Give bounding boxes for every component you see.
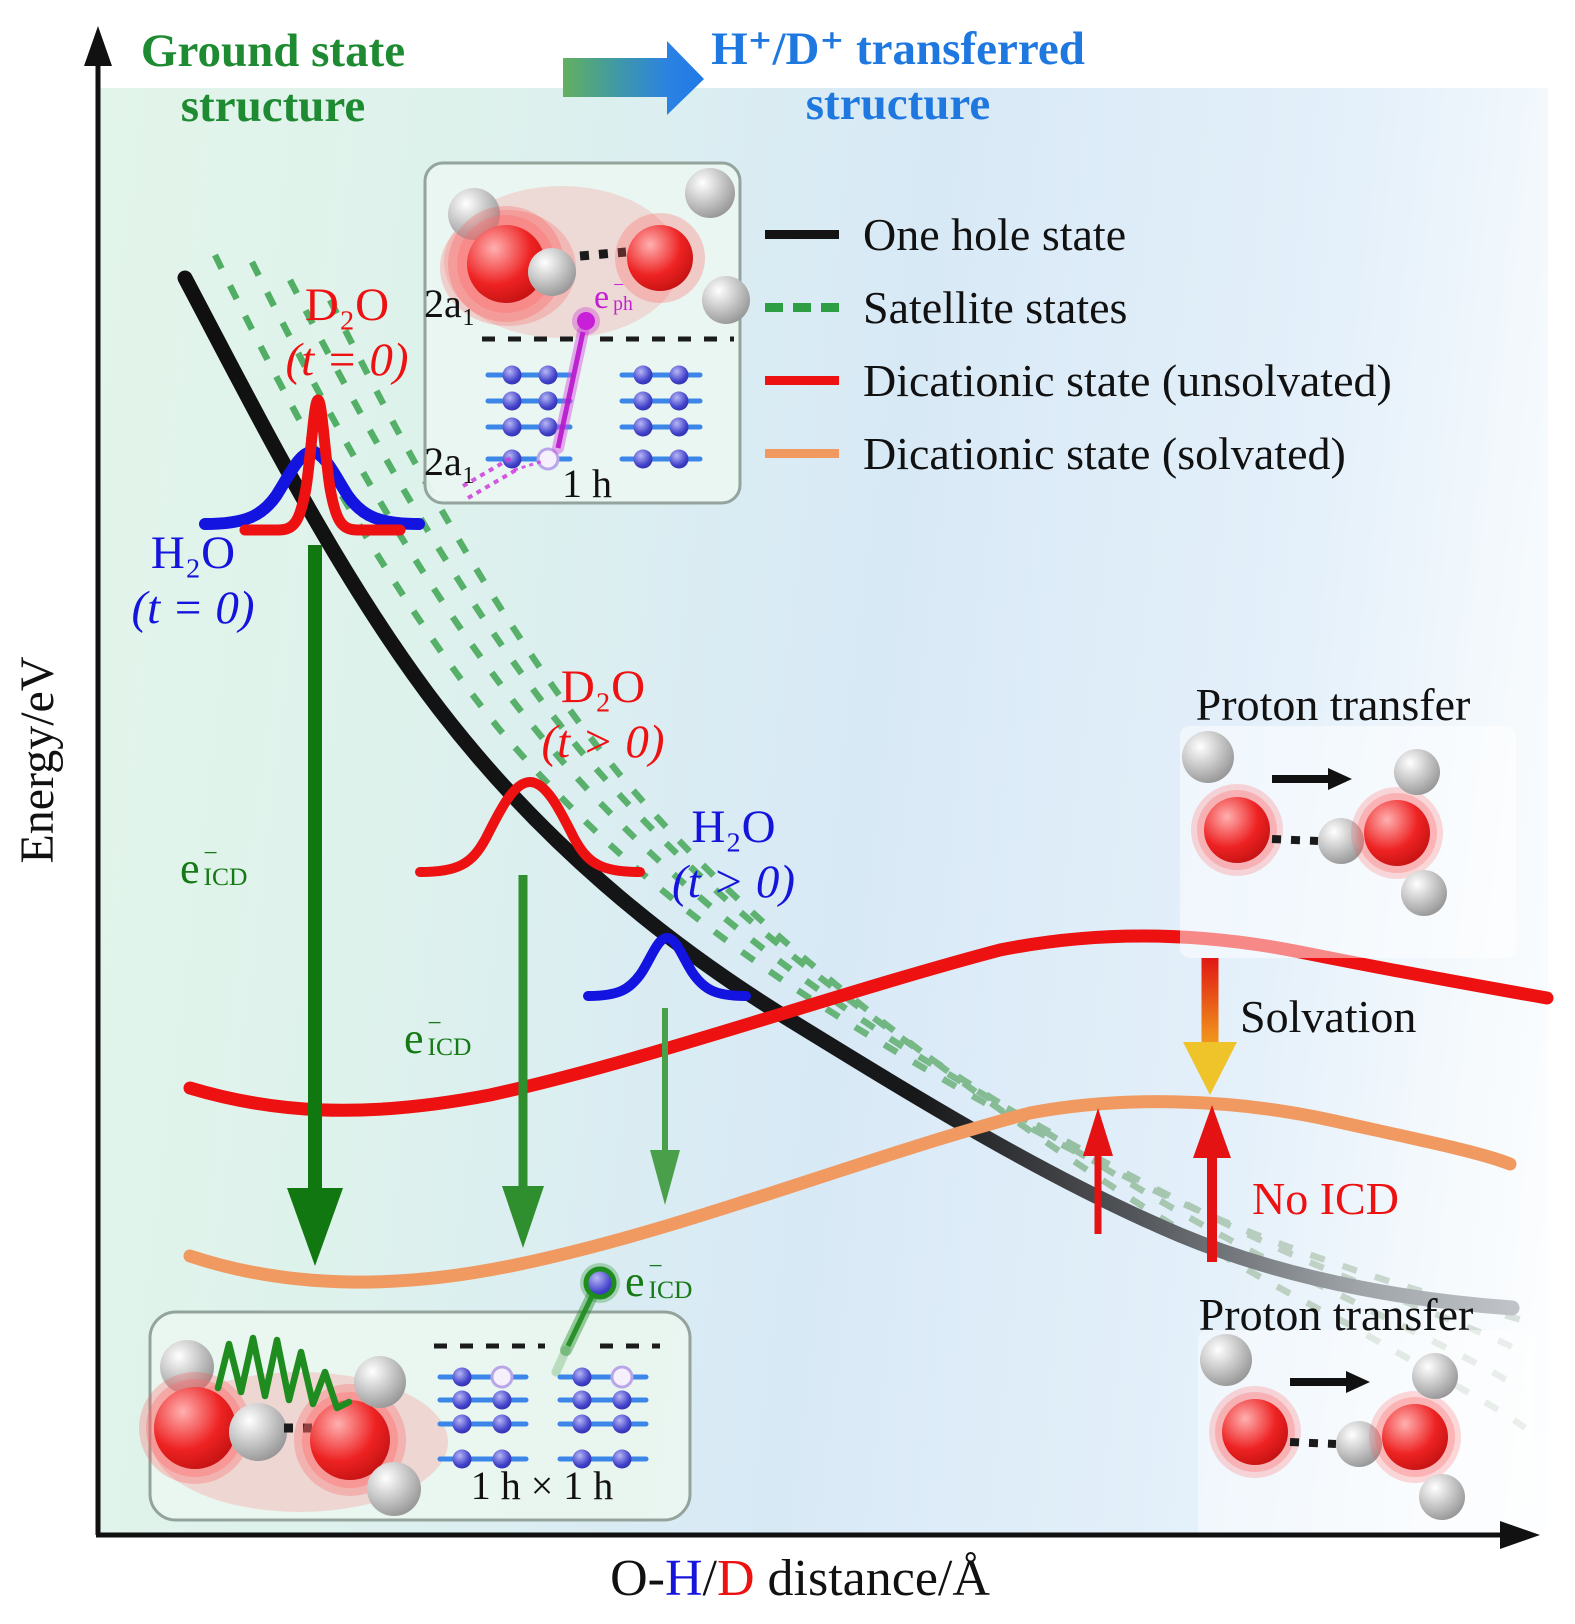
transferred-structure-label: H⁺/D⁺ transferred structure bbox=[711, 23, 1085, 131]
inset-top-energy-levels bbox=[485, 365, 703, 471]
x-axis-label: O- H / D distance/Å bbox=[610, 1550, 990, 1607]
solvation-arrow bbox=[1183, 958, 1237, 1095]
inset-bottom-energy-levels bbox=[437, 1365, 649, 1469]
h-atom bbox=[160, 1340, 214, 1394]
icd-arrow-large bbox=[287, 545, 343, 1266]
transfer-arrow bbox=[1328, 768, 1352, 790]
dicationic-solvated-curve bbox=[183, 1095, 1517, 1289]
photoelectron bbox=[577, 312, 595, 330]
hydrogen-bond-dots bbox=[579, 247, 627, 261]
o-atom bbox=[627, 225, 693, 291]
proton-transfer-label-top: Proton transfer bbox=[1195, 679, 1471, 730]
photoelectron-trail bbox=[461, 307, 600, 500]
y-axis-label: Energy/eV bbox=[11, 656, 64, 864]
orbital-label-2a1-upper: 2a₁ bbox=[424, 281, 476, 326]
orbital-label-2a1-lower: 2a₁ bbox=[424, 439, 476, 484]
o-atom bbox=[154, 1387, 236, 1469]
icd-arrow-medium bbox=[502, 875, 544, 1248]
no-icd-arrow-right bbox=[1193, 1105, 1231, 1262]
icd-electron bbox=[583, 1266, 617, 1300]
one-hole-count-label: 1 h bbox=[562, 461, 612, 506]
icd-electron-label-1: e − ICD bbox=[180, 838, 248, 893]
icd-arrow-small bbox=[650, 1008, 680, 1205]
solvation-label: Solvation bbox=[1240, 991, 1417, 1042]
electron-hole bbox=[610, 1365, 634, 1389]
wavepacket-h2o-t0-label: H₂O (t = 0) bbox=[131, 527, 255, 635]
legend-line-black bbox=[765, 230, 839, 239]
ground-to-transferred-arrow bbox=[563, 41, 704, 115]
two-hole-count-label: 1 h × 1 h bbox=[470, 1463, 614, 1508]
inset-icd-final-state bbox=[139, 1263, 692, 1522]
wavepacket-curves bbox=[199, 394, 751, 1001]
inset-photoionization bbox=[423, 161, 750, 505]
h-atom bbox=[685, 168, 735, 218]
photoelectron-label: e − ph bbox=[594, 274, 633, 316]
legend-item-one-hole: One hole state bbox=[765, 198, 1392, 271]
inset-bottom-water-dimer bbox=[139, 1334, 421, 1516]
no-icd-label: No ICD bbox=[1252, 1173, 1399, 1224]
h-atom bbox=[528, 248, 576, 296]
ground-state-structure-label: Ground state structure bbox=[140, 25, 406, 133]
proton-transfer-top-molecule bbox=[1180, 726, 1516, 958]
legend-item-satellite: Satellite states bbox=[765, 271, 1392, 344]
icd-electron-trail bbox=[551, 1263, 620, 1377]
wavepacket-d2o-t-label: D₂O (t > 0) bbox=[541, 661, 665, 769]
icd-electron-label-3: e − ICD bbox=[625, 1251, 693, 1306]
o-atom bbox=[310, 1400, 390, 1480]
o-atom bbox=[467, 225, 545, 303]
h-atom bbox=[702, 276, 750, 324]
proton-transfer-label-bottom: Proton transfer bbox=[1198, 1289, 1474, 1340]
wavepacket-h2o-t-label: H₂O (t > 0) bbox=[671, 801, 796, 909]
legend-line-green-dashed bbox=[765, 303, 839, 312]
y-axis-arrowhead bbox=[84, 26, 112, 66]
proton-transfer-bottom-molecule bbox=[1198, 1330, 1534, 1562]
electron-hole bbox=[490, 1365, 514, 1389]
one-hole-state-curve bbox=[177, 270, 1520, 1316]
legend-line-orange bbox=[765, 449, 839, 458]
h-atom bbox=[448, 188, 500, 240]
electron-hole bbox=[536, 447, 560, 471]
h-atom bbox=[354, 1356, 406, 1408]
inset-top-water-dimer bbox=[448, 168, 750, 324]
wavepacket-d2o-t0-label: D₂O (t = 0) bbox=[285, 279, 409, 387]
wavepacket-d2o-t-curve bbox=[415, 776, 645, 877]
h-atom bbox=[367, 1462, 421, 1516]
legend-line-red bbox=[765, 376, 839, 385]
x-axis-arrowhead bbox=[1500, 1521, 1540, 1549]
energy-transfer-squiggle bbox=[214, 1334, 353, 1412]
dicationic-unsolvated-curve bbox=[183, 929, 1554, 1117]
no-icd-arrow-left bbox=[1083, 1108, 1113, 1234]
legend-item-dicationic-solvated: Dicationic state (solvated) bbox=[765, 417, 1392, 490]
satellite-state-curves bbox=[212, 253, 1528, 1431]
legend: One hole state Satellite states Dication… bbox=[765, 198, 1392, 490]
icd-electron-label-2: e − ICD bbox=[404, 1008, 472, 1063]
transfer-arrow bbox=[1346, 1371, 1370, 1393]
h-atom bbox=[229, 1403, 287, 1461]
wavepacket-d2o-t0-curve bbox=[239, 394, 406, 536]
wavepacket-h2o-t-curve bbox=[583, 932, 751, 1001]
legend-item-dicationic-unsolvated: Dicationic state (unsolvated) bbox=[765, 344, 1392, 417]
axes bbox=[84, 26, 1540, 1549]
